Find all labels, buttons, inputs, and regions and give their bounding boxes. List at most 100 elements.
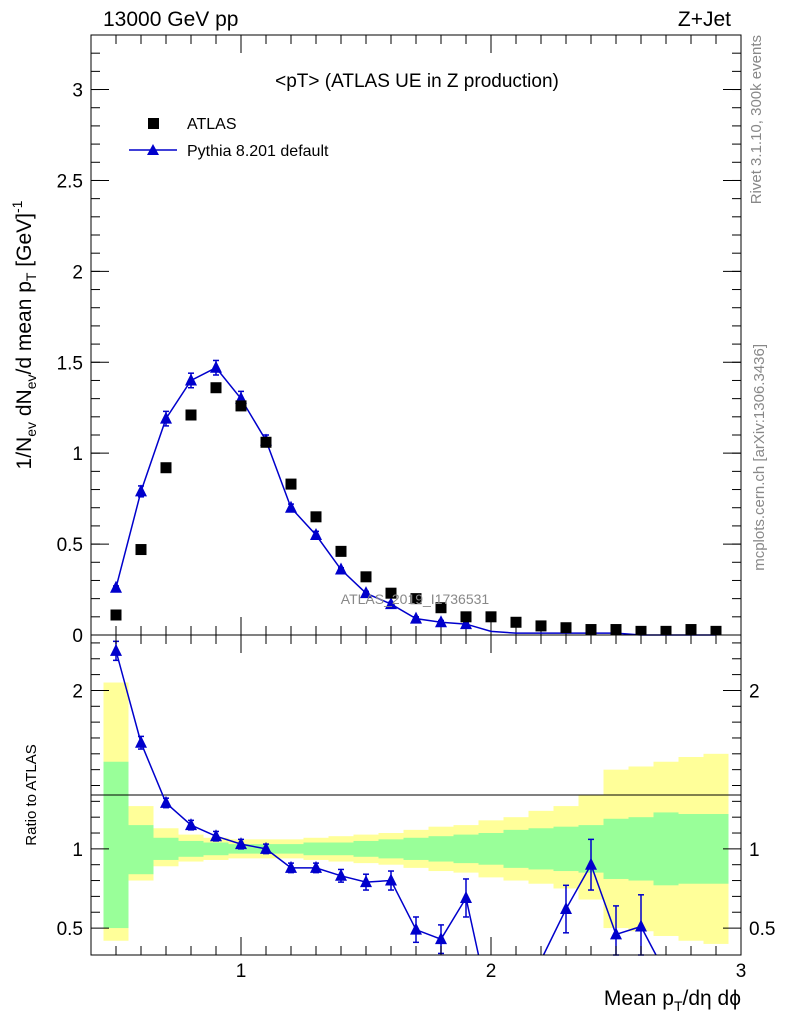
ratio-band-inner [528, 828, 554, 870]
main-y-tick-label: 0 [72, 626, 83, 647]
ratio-y-tick-label: 0.5 [57, 919, 83, 940]
ratio-mc-point [285, 860, 297, 873]
x-axis-label: Mean pT/dη dϕ [604, 987, 741, 1014]
ratio-mc-point [610, 927, 622, 940]
ratio-mc-point [410, 922, 422, 935]
atlas-point [610, 624, 622, 635]
atlas-point [535, 620, 547, 632]
mc-point [310, 528, 322, 540]
watermark: ATLAS_2019_I1736531 [341, 591, 490, 607]
ratio-mc-point [110, 643, 122, 656]
main-y-tick-label: 0.5 [57, 535, 83, 556]
ratio-mc-point [310, 860, 322, 873]
atlas-point [660, 625, 672, 635]
ratio-band-inner [628, 817, 654, 881]
ratio-band-inner [103, 761, 129, 929]
atlas-point [260, 436, 272, 448]
ratio-mc-point [585, 857, 597, 870]
ratio-band-inner [503, 829, 529, 868]
atlas-point [385, 587, 397, 599]
ratio-band-inner [553, 826, 579, 872]
ratio-mc-point [160, 795, 172, 808]
ratio-band-inner [178, 840, 204, 857]
ratio-mc-line-exit [465, 897, 480, 956]
main-y-axis-label: 1/Nev dNev/d mean pT [GeV]-1 [9, 200, 39, 469]
main-y-tick-label: 1 [72, 444, 83, 465]
ratio-mc-line [565, 862, 642, 936]
main-series [110, 359, 722, 636]
atlas-point [235, 400, 247, 412]
atlas-point [685, 624, 697, 635]
ratio-mc-point [210, 829, 222, 842]
ratio-y-tick-label: 1 [72, 840, 83, 861]
mc-point [410, 611, 422, 624]
atlas-point [335, 545, 347, 557]
x-axis: 1 2 3 [236, 961, 747, 982]
ratio-mc-point [360, 875, 372, 888]
ratio-mc-point [460, 890, 472, 903]
main-y-tick-label: 3 [72, 81, 83, 102]
atlas-point [560, 622, 572, 634]
ratio-y-tick-label-right: 1 [749, 840, 760, 861]
atlas-point [135, 544, 147, 556]
rivet-label: Rivet 3.1.10, 300k events [748, 35, 765, 204]
atlas-point [285, 478, 297, 490]
ratio-band-inner [403, 837, 429, 860]
ratio-mc-point [635, 919, 647, 932]
legend-mc-marker [147, 144, 159, 155]
ratio-band-inner [153, 837, 179, 860]
mc-point [285, 500, 297, 513]
legend-mc-label: Pythia 8.201 default [187, 143, 329, 160]
ratio-band-inner [353, 840, 379, 857]
legend: ATLAS Pythia 8.201 default [129, 116, 329, 160]
ratio-y-tick-label: 2 [72, 681, 83, 702]
ratio-band-inner [278, 844, 304, 854]
ratio-mc-point [260, 841, 272, 854]
ratio-y-tick-label-right: 0.5 [749, 919, 775, 940]
ratio-band-inner [653, 812, 679, 886]
x-tick-label: 2 [486, 961, 497, 982]
mc-point [460, 617, 472, 630]
mc-point [360, 586, 372, 599]
legend-atlas-label: ATLAS [187, 116, 237, 133]
ratio-band-inner [453, 834, 479, 864]
atlas-point [485, 611, 497, 623]
ratio-mc-line-exit [542, 908, 567, 956]
ratio-y-axis-label: Ratio to ATLAS [23, 744, 40, 845]
atlas-point [160, 462, 172, 474]
x-tick-label: 1 [236, 961, 247, 982]
ratio-mc-point [560, 902, 572, 915]
ratio-band-inner [678, 814, 704, 884]
ratio-band-inner [203, 842, 229, 856]
main-y-tick-label: 2 [72, 262, 83, 283]
ratio-band-inner [128, 825, 154, 875]
atlas-point [585, 624, 597, 635]
mc-point [135, 484, 147, 497]
ratio-mc-point [385, 873, 397, 886]
ratio-axes: 0.5 0.5 1 1 2 2 [57, 635, 775, 955]
ratio-mc-point [235, 837, 247, 850]
ratio-bands [103, 682, 729, 944]
ratio-mc-point [135, 735, 147, 748]
mc-point [110, 580, 122, 593]
atlas-point [460, 611, 472, 623]
atlas-point [510, 616, 522, 628]
mcplots-label: mcplots.cern.ch [arXiv:1306.3436] [751, 344, 768, 571]
mc-point [160, 411, 172, 424]
atlas-point [710, 625, 722, 635]
mc-point [185, 373, 197, 386]
atlas-point [210, 382, 222, 394]
mc-point [435, 615, 447, 628]
ratio-band-inner [378, 839, 404, 859]
main-axes: 0 0.5 1 1.5 2 2.5 3 [57, 34, 742, 647]
ratio-mc-point [185, 818, 197, 831]
mc-point [210, 360, 222, 373]
atlas-point [635, 625, 647, 635]
ratio-series [110, 640, 657, 956]
atlas-point [310, 511, 322, 523]
ratio-mc-point [435, 932, 447, 945]
atlas-point [185, 409, 197, 421]
atlas-point [435, 602, 447, 614]
main-y-tick-label: 2.5 [57, 171, 83, 192]
